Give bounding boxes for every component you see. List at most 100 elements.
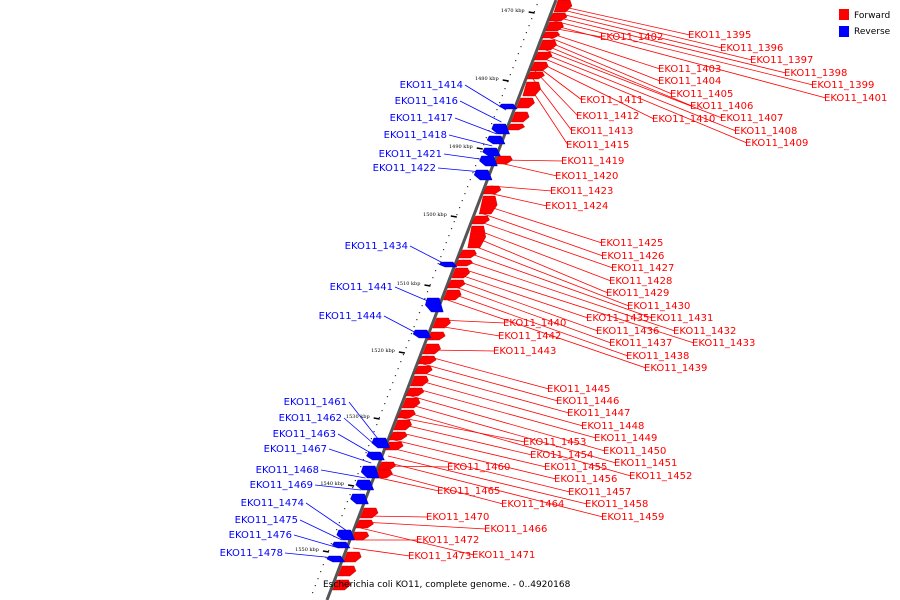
tick-label: 1490 kbp	[449, 144, 473, 150]
forward-leader-line	[413, 387, 597, 439]
forward-gene-label: EKO11_1473	[408, 551, 471, 562]
forward-gene-label: EKO11_1423	[550, 186, 613, 197]
tick-mark	[476, 147, 483, 150]
tick-dot	[405, 347, 407, 349]
forward-gene-label: EKO11_1460	[447, 462, 510, 473]
forward-gene-label: EKO11_1426	[601, 251, 664, 262]
tick-dot	[386, 396, 389, 398]
tick-dot	[445, 242, 447, 244]
forward-leader-line	[499, 162, 558, 177]
tick-label: 1480 kbp	[475, 76, 499, 82]
tick-dot	[520, 46, 522, 48]
tick-dot	[499, 102, 501, 104]
forward-gene-block	[510, 111, 530, 123]
reverse-leader-line	[443, 153, 487, 161]
reverse-gene-block	[491, 123, 510, 135]
tick-dot	[389, 389, 391, 391]
forward-gene-label: EKO11_1408	[734, 126, 797, 137]
reverse-leader-line	[448, 134, 493, 147]
forward-gene-label: EKO11_1453	[523, 437, 586, 448]
forward-leader-line	[419, 371, 570, 414]
forward-leader-line	[450, 292, 629, 357]
forward-gene-block	[545, 21, 564, 32]
tick-dot	[517, 53, 519, 55]
tick-dot	[365, 452, 367, 454]
forward-leader-line	[534, 70, 579, 117]
tick-mark	[373, 417, 380, 420]
reverse-gene-label: EKO11_1417	[390, 113, 453, 124]
forward-gene-block	[355, 519, 374, 529]
forward-gene-label: EKO11_1397	[750, 55, 813, 66]
forward-leader-line	[538, 61, 655, 120]
forward-gene-label: EKO11_1438	[626, 351, 689, 362]
tick-dot	[469, 179, 471, 181]
reverse-leader-line	[328, 448, 372, 464]
reverse-gene-label: EKO11_1463	[273, 429, 336, 440]
forward-gene-block	[446, 279, 466, 289]
forward-leader-line	[379, 477, 440, 492]
forward-gene-label: EKO11_1402	[600, 32, 663, 43]
tick-label: 1500 kbp	[423, 212, 447, 218]
forward-gene-label: EKO11_1445	[547, 384, 610, 395]
tick-dot	[440, 256, 442, 258]
forward-leader-line	[552, 24, 827, 99]
legend-reverse-label: Reverse	[854, 27, 891, 37]
tick-mark	[450, 215, 457, 218]
forward-gene-label: EKO11_1401	[824, 93, 887, 104]
tick-dot	[464, 193, 466, 195]
reverse-leader-line	[437, 167, 483, 173]
tick-mark	[322, 550, 330, 553]
reverse-gene-label: EKO11_1467	[264, 444, 327, 455]
forward-gene-block	[343, 551, 362, 563]
forward-leader-line	[365, 515, 429, 518]
forward-leader-line	[393, 439, 557, 480]
tick-dot	[450, 228, 453, 230]
forward-leader-line	[400, 423, 533, 456]
forward-gene-block	[533, 51, 553, 61]
forward-gene-label: EKO11_1448	[581, 421, 644, 432]
reverse-gene-label: EKO11_1414	[400, 80, 463, 91]
tick-dot	[394, 375, 397, 377]
forward-leader-line	[540, 56, 748, 144]
legend-reverse-swatch	[839, 26, 849, 37]
forward-leader-line	[426, 355, 550, 390]
forward-gene-block	[478, 195, 498, 215]
tick-dot	[536, 4, 538, 6]
tick-dot	[322, 564, 324, 566]
tick-dot	[349, 494, 351, 496]
forward-gene-label: EKO11_1471	[472, 550, 535, 561]
forward-gene-label: EKO11_1424	[545, 201, 608, 212]
forward-gene-label: EKO11_1427	[611, 263, 674, 274]
forward-gene-label: EKO11_1458	[585, 499, 648, 510]
forward-gene-label: EKO11_1439	[644, 363, 707, 374]
reverse-leader-line	[337, 433, 375, 456]
reverse-leader-line	[343, 417, 378, 448]
reverse-gene-label: EKO11_1478	[220, 548, 283, 559]
tick-dot	[509, 74, 511, 76]
tick-dot	[515, 60, 517, 62]
tick-dot	[483, 144, 485, 146]
forward-gene-label: EKO11_1430	[627, 301, 690, 312]
tick-dot	[528, 25, 530, 27]
forward-leader-line	[549, 32, 661, 70]
forward-gene-label: EKO11_1437	[609, 338, 672, 349]
tick-label: 1540 kbp	[320, 481, 344, 487]
forward-gene-label: EKO11_1428	[609, 276, 672, 287]
forward-gene-block	[410, 375, 429, 387]
forward-gene-label: EKO11_1442	[498, 331, 561, 342]
reverse-gene-label: EKO11_1418	[384, 130, 447, 141]
forward-gene-label: EKO11_1452	[629, 471, 692, 482]
tick-dot	[370, 438, 373, 440]
forward-gene-label: EKO11_1470	[426, 512, 489, 523]
forward-leader-line	[553, 20, 814, 86]
forward-gene-block	[332, 579, 351, 591]
reverse-leader-line	[459, 100, 502, 123]
forward-gene-label: EKO11_1433	[692, 338, 755, 349]
forward-gene-label: EKO11_1406	[690, 101, 753, 112]
forward-gene-label: EKO11_1440	[503, 318, 566, 329]
reverse-gene-label: EKO11_1474	[241, 498, 304, 509]
forward-gene-block	[471, 215, 490, 225]
forward-gene-label: EKO11_1432	[673, 326, 736, 337]
forward-gene-block	[377, 461, 396, 471]
